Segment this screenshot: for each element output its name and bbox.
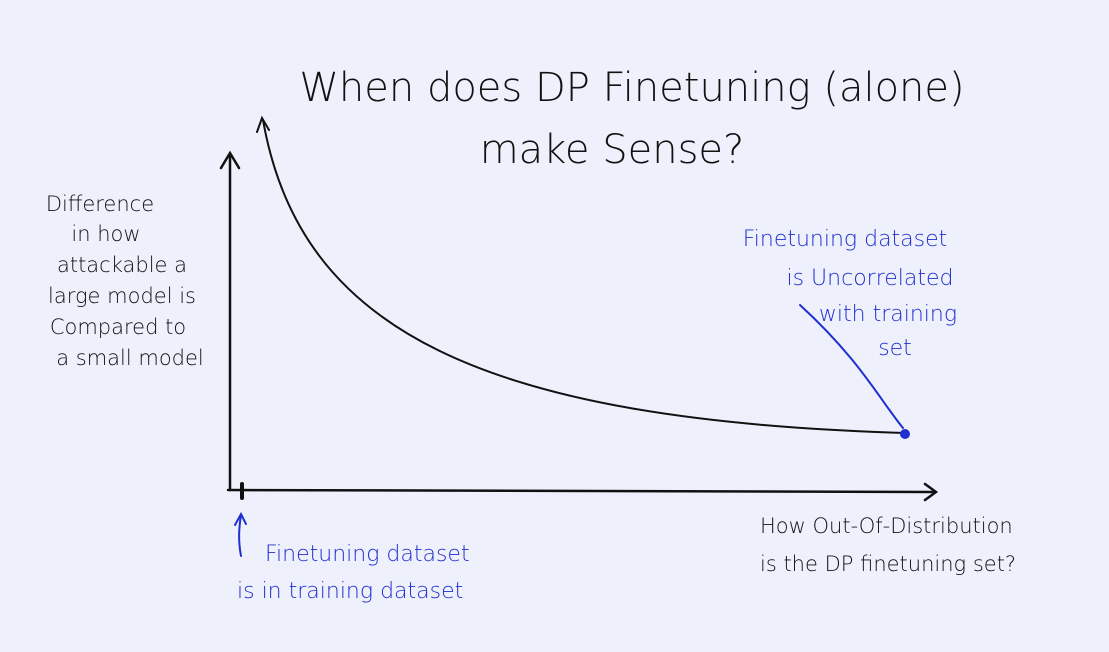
annotation-line: Finetuning dataset bbox=[265, 542, 470, 567]
title-line: make Sense? bbox=[480, 127, 745, 173]
x-axis-label-line: How Out-Of-Distribution bbox=[760, 514, 1013, 538]
y-axis-label-line: a small model bbox=[56, 346, 204, 370]
annotation-arrow bbox=[234, 511, 247, 526]
annotation-pointer bbox=[799, 304, 904, 429]
y-axis-label-line: Difference bbox=[46, 192, 154, 216]
y-axis-label-line: attackable a bbox=[57, 253, 187, 277]
title-line: When does DP Finetuning (alone) bbox=[299, 65, 964, 111]
axes bbox=[219, 115, 939, 502]
curve bbox=[262, 119, 906, 434]
annotation-line: set bbox=[878, 336, 912, 361]
x-axis-arrow bbox=[923, 482, 939, 502]
x-axis-label-line: is the DP finetuning set? bbox=[760, 552, 1016, 576]
x-axis bbox=[226, 488, 937, 494]
end-point bbox=[900, 429, 910, 439]
annotation-line: Finetuning dataset bbox=[743, 227, 948, 252]
curve-arrow bbox=[256, 115, 270, 133]
y-axis-arrow bbox=[219, 150, 241, 170]
y-axis-label-line: in how bbox=[71, 222, 140, 246]
annotation-line: with training bbox=[819, 302, 957, 327]
annotation-line: is Uncorrelated bbox=[786, 266, 953, 291]
annotation-pointer bbox=[238, 514, 242, 557]
y-axis-label-line: Compared to bbox=[50, 315, 186, 339]
annotation-pointers bbox=[234, 304, 904, 557]
y-axis-label-line: large model is bbox=[48, 284, 196, 308]
annotation-line: is in training dataset bbox=[237, 579, 463, 604]
